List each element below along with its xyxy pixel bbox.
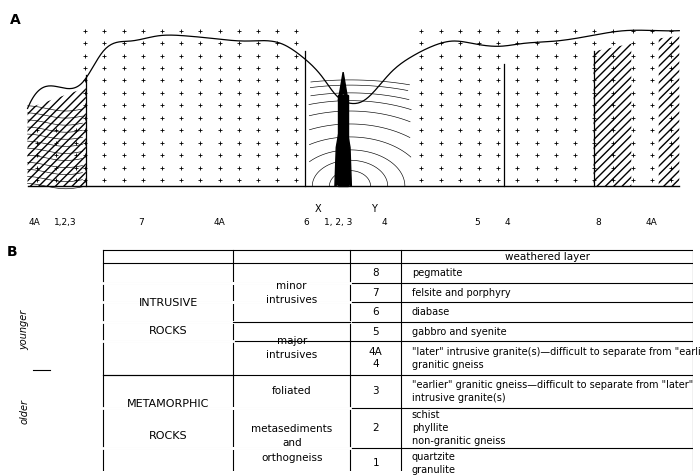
- Text: 6: 6: [303, 218, 309, 227]
- Text: orthogneiss: orthogneiss: [261, 453, 323, 463]
- Text: 4A: 4A: [646, 218, 658, 227]
- Text: 5: 5: [474, 218, 480, 227]
- Text: 4A
4: 4A 4: [369, 347, 383, 369]
- Text: 8: 8: [372, 268, 379, 278]
- Text: 5: 5: [372, 327, 379, 337]
- Polygon shape: [338, 72, 348, 100]
- Text: Y: Y: [371, 204, 377, 214]
- Text: 1, 2, 3: 1, 2, 3: [324, 218, 353, 227]
- Text: 2: 2: [372, 423, 379, 433]
- Polygon shape: [338, 129, 348, 186]
- Text: 7: 7: [138, 218, 144, 227]
- Text: foliated: foliated: [272, 387, 312, 397]
- Text: 6: 6: [372, 307, 379, 317]
- Text: pegmatite: pegmatite: [412, 268, 462, 278]
- Text: A: A: [10, 12, 21, 27]
- Text: diabase: diabase: [412, 307, 450, 317]
- Text: 4: 4: [382, 218, 387, 227]
- Text: and: and: [282, 438, 302, 448]
- Text: "later" intrusive granite(s)—difficult to separate from "earlier"
granitic gneis: "later" intrusive granite(s)—difficult t…: [412, 347, 700, 370]
- Text: 7: 7: [372, 288, 379, 298]
- Text: 4A: 4A: [29, 218, 41, 227]
- Text: minor
intrusives: minor intrusives: [266, 281, 317, 305]
- Text: gabbro and syenite: gabbro and syenite: [412, 327, 506, 337]
- Text: 1: 1: [372, 458, 379, 468]
- Text: schist
phyllite
non-granitic gneiss: schist phyllite non-granitic gneiss: [412, 410, 505, 446]
- Text: 3: 3: [372, 387, 379, 397]
- Text: B: B: [7, 245, 18, 259]
- Text: ROCKS: ROCKS: [149, 431, 188, 441]
- Text: METAMORPHIC: METAMORPHIC: [127, 398, 209, 408]
- Text: X: X: [314, 204, 321, 214]
- Text: metasediments: metasediments: [251, 425, 332, 435]
- Polygon shape: [338, 96, 348, 186]
- Text: 8: 8: [596, 218, 601, 227]
- Text: 1,2,3: 1,2,3: [54, 218, 76, 227]
- Text: felsite and porphyry: felsite and porphyry: [412, 288, 510, 298]
- Text: 4: 4: [505, 218, 510, 227]
- Text: 4A: 4A: [214, 218, 225, 227]
- Text: younger: younger: [19, 309, 29, 350]
- Text: major
intrusives: major intrusives: [266, 337, 317, 360]
- Text: quartzite
granulite: quartzite granulite: [412, 452, 456, 475]
- Text: ROCKS: ROCKS: [149, 326, 188, 336]
- Text: weathered layer: weathered layer: [505, 251, 589, 261]
- Text: older: older: [19, 399, 29, 425]
- Text: "earlier" granitic gneiss—difficult to separate from "later"
intrusive granite(s: "earlier" granitic gneiss—difficult to s…: [412, 380, 693, 403]
- Text: INTRUSIVE: INTRUSIVE: [139, 298, 198, 308]
- Polygon shape: [335, 109, 351, 186]
